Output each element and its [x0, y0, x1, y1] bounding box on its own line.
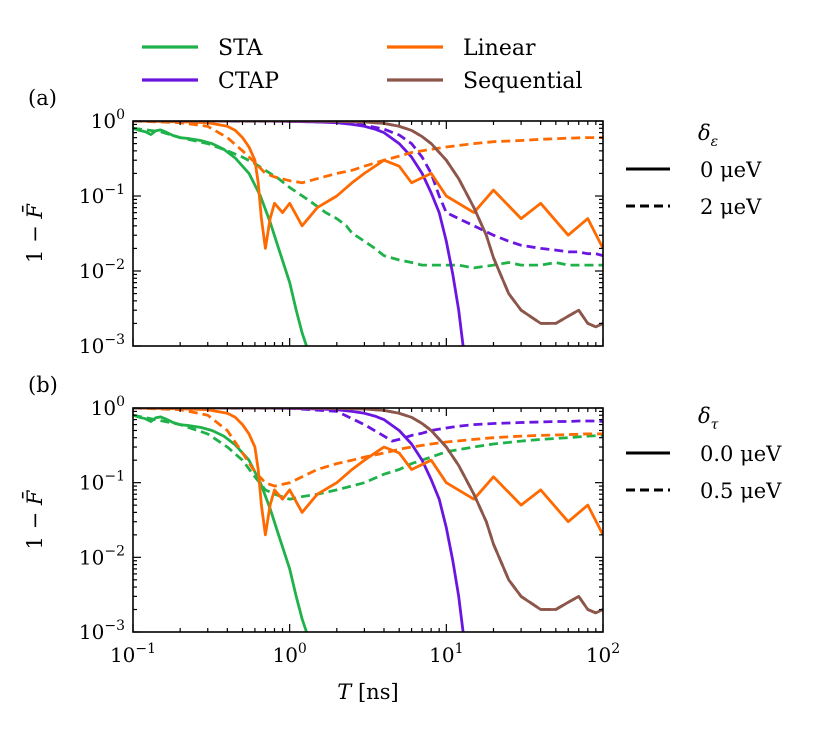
x-tick-label: 10−1	[110, 641, 156, 667]
x-axis-label: T [ns]	[337, 680, 398, 704]
series-ctap-dashed	[133, 408, 603, 443]
y-tick-label: 10−2	[79, 543, 125, 569]
plot-frame	[132, 120, 604, 347]
series-linear-dashed	[133, 121, 603, 185]
series-group	[133, 121, 603, 346]
legend-label-ctap: CTAP	[218, 69, 279, 94]
plot-frame	[132, 407, 604, 633]
y-tick-label: 100	[91, 107, 125, 133]
y-tick-label: 10−1	[79, 469, 125, 495]
series-group	[133, 408, 603, 632]
legend-label-sta: STA	[218, 36, 264, 61]
x-tick-label: 101	[429, 641, 463, 667]
panel-b: 10−3 10−2 10−1 100 10−1 100 101 102 T [ns] 1 − F̄…	[22, 373, 620, 704]
legend-solid-label-a: 0 μeV	[700, 158, 762, 182]
legend-solid-label-b: 0.0 μeV	[700, 442, 782, 466]
series-sequential-solid	[133, 121, 603, 329]
y-axis-label: 1 − F̄	[22, 489, 47, 549]
linestyle-legend-b: δτ 0.0 μeV 0.5 μeV	[626, 404, 782, 503]
series-linear-solid	[133, 408, 603, 537]
y-tick-label: 10−2	[79, 257, 125, 283]
series-legend: STA CTAP Linear Sequential	[142, 36, 583, 94]
linestyle-legend-a-title: δε	[698, 121, 718, 150]
series-sta-solid	[133, 126, 308, 346]
series-sta-dashed	[133, 126, 603, 270]
series-linear-solid	[133, 121, 603, 250]
y-axis-label: 1 − F̄	[22, 203, 47, 263]
panel-label: (b)	[28, 373, 58, 397]
series-linear-dashed	[133, 408, 603, 488]
series-sequential-dashed	[133, 408, 603, 615]
y-tick-label: 10−1	[79, 182, 125, 208]
panel-a: 10−3 10−2 10−1 100 1 − F̄ (a)	[22, 86, 604, 358]
series-sta-dashed	[133, 413, 603, 501]
x-tick-label: 100	[272, 641, 306, 667]
legend-dashed-label-b: 0.5 μeV	[700, 479, 782, 503]
legend-label-linear: Linear	[463, 36, 536, 61]
panel-label: (a)	[28, 86, 57, 110]
y-tick-label: 100	[91, 394, 125, 420]
linestyle-legend-a: δε 0 μeV 2 μeV	[626, 121, 762, 219]
linestyle-legend-b-title: δτ	[698, 404, 719, 433]
y-tick-label: 10−3	[79, 618, 125, 644]
series-sequential-dashed	[133, 121, 603, 329]
series-sta-solid	[133, 413, 308, 632]
legend-dashed-label-a: 2 μeV	[700, 195, 762, 219]
x-tick-label: 102	[586, 641, 620, 667]
legend-label-sequential: Sequential	[463, 69, 583, 94]
series-ctap-dashed	[133, 121, 603, 258]
y-tick-label: 10−3	[79, 332, 125, 358]
